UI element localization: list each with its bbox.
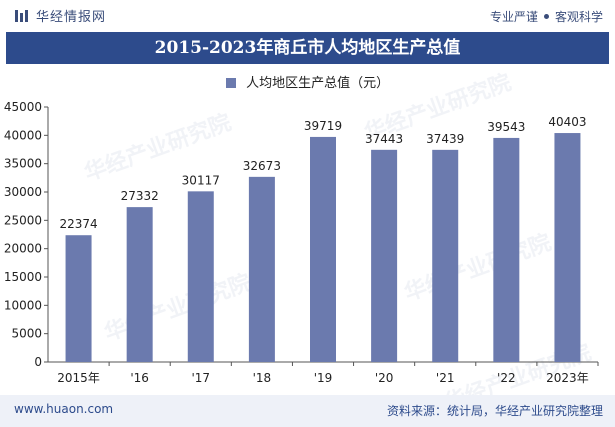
bar [310,136,336,362]
y-tick-label: 0 [34,355,42,369]
data-label: 39719 [304,119,342,133]
slogan-dot-icon [543,14,549,19]
brand-logo-icon [15,9,28,22]
bar [126,207,153,362]
y-tick-label: 10000 [4,298,42,312]
bar [493,137,520,362]
footer-url[interactable]: www.huaon.com [14,402,114,416]
bar [248,176,275,362]
y-tick-label: 40000 [4,128,42,142]
x-tick-label: '22 [497,371,516,385]
data-label: 37439 [426,132,464,146]
brand-name: 华经情报网 [36,10,107,25]
bar-chart: 0 5000 10000 15000 20000 25000 30000 35000 40000… [4,100,599,385]
y-tick-label: 30000 [4,185,42,199]
data-label: 27332 [121,189,159,203]
slogan-right: 客观科学 [554,10,603,24]
x-tick-label: '16 [130,371,149,385]
y-tick-label: 25000 [4,213,42,227]
brand[interactable]: 华经情报网 [14,6,106,25]
data-label: 40403 [548,115,586,129]
bar [432,149,459,362]
legend-swatch [225,78,236,88]
data-label: 32673 [243,159,281,173]
bar [65,235,92,362]
data-label: 39543 [487,120,525,134]
x-tick-label: '19 [314,371,333,385]
x-tick-label: '20 [375,371,394,385]
slogan: 专业严谨 客观科学 [490,8,603,25]
footer: www.huaon.com 资料来源：统计局，华经产业研究院整理 [0,395,615,427]
footer-source: 资料来源：统计局，华经产业研究院整理 [386,404,603,418]
y-tick-label: 35000 [4,157,42,171]
x-tick-label: '17 [191,371,210,385]
legend-label: 人均地区生产总值（元） [246,76,390,91]
data-label: 37443 [365,132,403,146]
data-label: 30117 [182,173,220,187]
data-label: 22374 [59,217,97,231]
bar [554,133,581,362]
title-bar: 2015-2023年商丘市人均地区生产总值 [6,32,609,64]
x-tick-label: 2023年 [546,371,589,385]
bar [187,191,214,362]
x-tick-label: '18 [253,371,272,385]
y-tick-label: 45000 [4,100,42,114]
top-bar: 华经情报网 专业严谨 客观科学 [0,0,615,30]
legend: 人均地区生产总值（元） [0,72,615,91]
bar [371,149,398,362]
chart-title: 2015-2023年商丘市人均地区生产总值 [154,38,461,58]
y-tick-label: 5000 [11,327,42,341]
y-tick-label: 20000 [4,242,42,256]
x-tick-label: 2015年 [57,371,100,385]
y-tick-label: 15000 [4,270,42,284]
x-tick-label: '21 [436,371,455,385]
slogan-left: 专业严谨 [489,10,538,24]
